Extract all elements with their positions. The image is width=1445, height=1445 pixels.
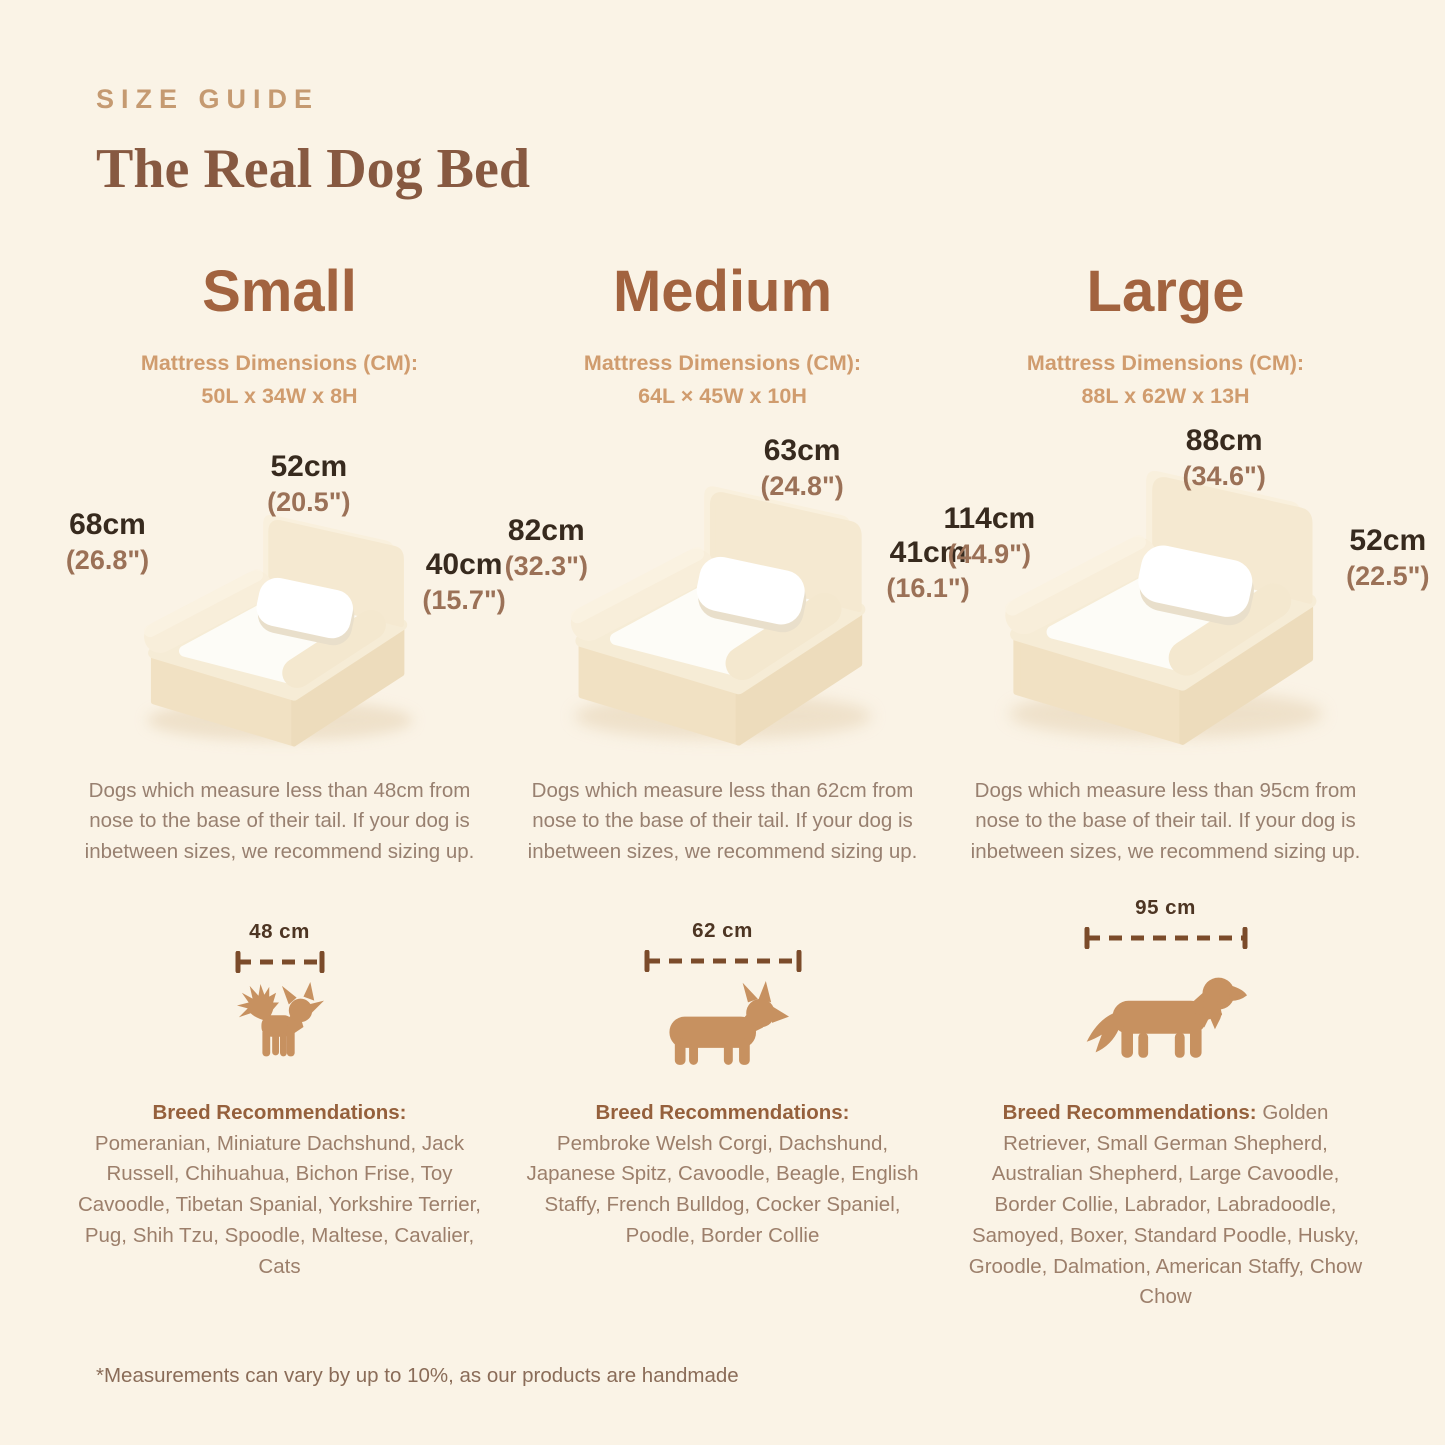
measurement-indicator: 95 cm	[1084, 896, 1248, 949]
dog-bed-illustration	[545, 442, 901, 756]
size-columns: Small Mattress Dimensions (CM): 50L x 34…	[0, 263, 1445, 1313]
mattress-dimensions-label: Mattress Dimensions (CM):	[1026, 351, 1305, 375]
mattress-dimensions-label: Mattress Dimensions (CM):	[583, 351, 862, 375]
breed-recommendations-list: Golden Retriever, Small German Shepherd,…	[968, 1100, 1363, 1309]
dimension-label-width: 63cm (24.8")	[760, 433, 844, 502]
dog-bed-illustration	[978, 424, 1354, 756]
measurement-value: 48 cm	[249, 919, 310, 943]
measurement-line	[1084, 926, 1247, 949]
measurement-indicator: 62 cm	[644, 919, 802, 972]
measurement-line	[235, 950, 324, 973]
breed-recommendations: Breed Recommendations: Pomeranian, Miniat…	[78, 1098, 482, 1283]
dimension-label-height: 52cm (22.5")	[1346, 523, 1430, 592]
measurement-indicator: 48 cm	[235, 920, 325, 973]
dimension-label-height: 41cm (16.1")	[886, 535, 970, 604]
corgi-silhouette-icon	[668, 980, 789, 1065]
breed-recommendations-label: Breed Recommendations:	[152, 1100, 407, 1124]
mattress-dimensions: Mattress Dimensions (CM): 50L x 34W x 8H	[70, 347, 489, 414]
breed-recommendations-list: Pembroke Welsh Corgi, Dachshund, Japanes…	[526, 1131, 919, 1247]
dog-size-visual: 62 cm	[513, 894, 932, 1072]
breed-recommendations-list: Pomeranian, Miniature Dachshund, Jack Ru…	[77, 1131, 482, 1278]
measurements-disclaimer: *Measurements can vary by up to 10%, as …	[96, 1364, 739, 1387]
size-heading: Medium	[612, 259, 833, 324]
golden-retriever-silhouette-icon	[1086, 977, 1247, 1058]
breed-recommendations-label: Breed Recommendations:	[1002, 1100, 1257, 1124]
dog-size-visual: 48 cm	[70, 894, 489, 1072]
measurement-value: 62 cm	[692, 918, 753, 942]
bed-diagram: 88cm (34.6") 114cm (44.9") 52cm (22.5")	[943, 422, 1429, 760]
mattress-dimensions-label: Mattress Dimensions (CM):	[140, 351, 419, 375]
bed-diagram: 63cm (24.8") 82cm (32.3") 41cm (16.1")	[505, 422, 970, 760]
size-column-medium: Medium Mattress Dimensions (CM): 64L × 4…	[505, 259, 970, 1313]
dimension-label-length: 68cm (26.8")	[65, 507, 150, 576]
size-description: Dogs which measure less than 95cm from n…	[970, 778, 1361, 864]
mattress-dimensions-value: 50L x 34W x 8H	[201, 384, 358, 409]
dimension-label-length: 82cm (32.3")	[504, 513, 588, 582]
mattress-dimensions-value: 88L x 62W x 13H	[1081, 384, 1250, 409]
bed-diagram: 52cm (20.5") 68cm (26.8") 40cm (15.7")	[66, 422, 506, 760]
eyebrow-label: SIZE GUIDE	[96, 84, 320, 114]
dimension-label-width: 52cm (20.5")	[267, 449, 351, 518]
size-heading: Small	[202, 259, 357, 324]
breed-recommendations-label: Breed Recommendations:	[595, 1100, 850, 1124]
dimension-label-width: 88cm (34.6")	[1182, 423, 1266, 492]
page-title: The Real Dog Bed	[96, 138, 530, 200]
measurement-line	[644, 949, 801, 972]
chihuahua-silhouette-icon	[236, 981, 324, 1057]
size-column-large: Large Mattress Dimensions (CM): 88L x 62…	[943, 259, 1429, 1313]
mattress-dimensions: Mattress Dimensions (CM): 88L x 62W x 13…	[956, 347, 1375, 414]
size-column-small: Small Mattress Dimensions (CM): 50L x 34…	[66, 259, 506, 1313]
mattress-dimensions: Mattress Dimensions (CM): 64L × 45W x 10…	[513, 347, 932, 414]
size-description: Dogs which measure less than 48cm from n…	[84, 778, 475, 864]
dimension-label-height: 40cm (15.7")	[422, 547, 506, 616]
breed-recommendations: Breed Recommendations: Pembroke Welsh Cor…	[521, 1098, 925, 1252]
breed-recommendations: Breed Recommendations: Golden Retriever, …	[964, 1098, 1368, 1313]
measurement-value: 95 cm	[1135, 895, 1196, 919]
size-heading: Large	[1086, 259, 1245, 324]
page-header: SIZE GUIDE The Real Dog Bed	[0, 0, 1445, 201]
dimension-label-length: 114cm (44.9")	[943, 501, 1036, 570]
dog-size-visual: 95 cm	[956, 894, 1375, 1072]
size-description: Dogs which measure less than 62cm from n…	[527, 778, 918, 864]
mattress-dimensions-value: 64L × 45W x 10H	[638, 384, 807, 409]
